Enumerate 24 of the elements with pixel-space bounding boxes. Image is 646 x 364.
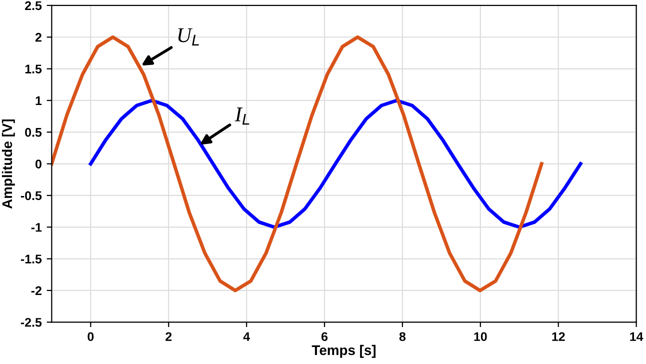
y-tick-label: -0.5 bbox=[20, 191, 42, 200]
y-tick-label: 1.5 bbox=[25, 64, 42, 74]
x-tick-label: 10 bbox=[474, 332, 487, 342]
y-tick-label: 0 bbox=[36, 160, 42, 168]
annotation: U$_{L}$ bbox=[178, 28, 199, 46]
x-tick-label: 0 bbox=[88, 332, 94, 342]
x-axis-title: Temps [s] bbox=[312, 344, 376, 358]
x-tick-label: 4 bbox=[243, 332, 250, 341]
y-tick-label: 1 bbox=[36, 96, 42, 105]
line-series bbox=[88, 98, 582, 229]
x-tick-label: 14 bbox=[630, 332, 644, 341]
y-tick-label: 0.5 bbox=[25, 128, 42, 137]
y-tick-label: -1 bbox=[31, 223, 42, 232]
x-tick-label: 6 bbox=[321, 332, 328, 342]
annotation: I$_{L}$ bbox=[234, 108, 250, 125]
y-tick-label: -1.5 bbox=[20, 254, 42, 264]
y-tick-label: -2.5 bbox=[20, 318, 42, 327]
x-tick-label: 2 bbox=[166, 332, 172, 341]
x-tick-label: 12 bbox=[552, 332, 565, 341]
y-axis-title: Amplitude [V] bbox=[2, 119, 15, 209]
x-tick-label: 8 bbox=[399, 332, 406, 342]
y-tick-label: 2.5 bbox=[25, 1, 42, 10]
y-tick-label: -2 bbox=[31, 286, 42, 295]
y-tick-label: 2 bbox=[35, 32, 42, 42]
